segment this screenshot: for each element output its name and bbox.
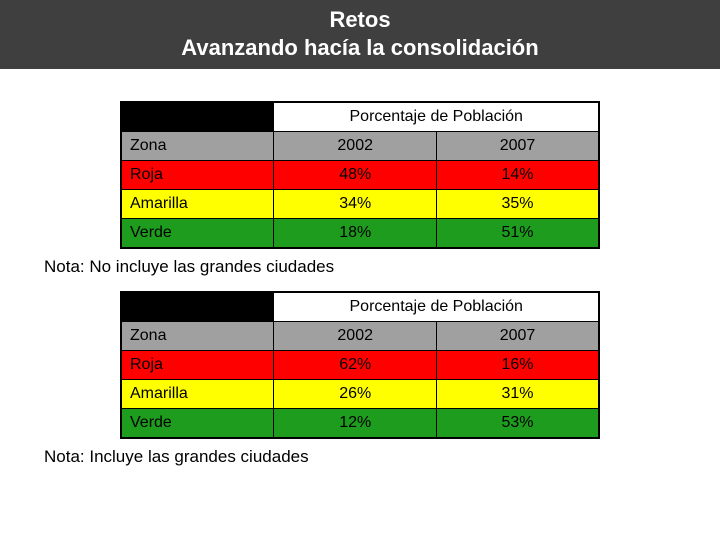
table-row: Amarilla 26% 31%	[121, 380, 599, 409]
table-2-wrap: Porcentaje de Población Zona 2002 2007 R…	[120, 291, 600, 439]
note-1: Nota: No incluye las grandes ciudades	[44, 257, 680, 277]
population-table-1: Porcentaje de Población Zona 2002 2007 R…	[120, 101, 600, 249]
table-row: Verde 12% 53%	[121, 409, 599, 439]
table-row: Zona 2002 2007	[121, 132, 599, 161]
column-year-2002: 2002	[274, 132, 437, 161]
header-blank-cell	[121, 102, 274, 132]
value-cell: 62%	[274, 351, 437, 380]
zone-name-cell: Amarilla	[121, 190, 274, 219]
value-cell: 26%	[274, 380, 437, 409]
header-blank-cell	[121, 292, 274, 322]
zone-name-cell: Verde	[121, 219, 274, 249]
value-cell: 14%	[436, 161, 599, 190]
table-row: Porcentaje de Población	[121, 292, 599, 322]
table-row: Zona 2002 2007	[121, 322, 599, 351]
table-row: Roja 62% 16%	[121, 351, 599, 380]
value-cell: 35%	[436, 190, 599, 219]
column-year-2007: 2007	[436, 322, 599, 351]
table-row: Roja 48% 14%	[121, 161, 599, 190]
table-row: Porcentaje de Población	[121, 102, 599, 132]
column-zone-label: Zona	[121, 132, 274, 161]
value-cell: 12%	[274, 409, 437, 439]
table-row: Amarilla 34% 35%	[121, 190, 599, 219]
column-year-2002: 2002	[274, 322, 437, 351]
zone-name-cell: Verde	[121, 409, 274, 439]
zone-name-cell: Roja	[121, 161, 274, 190]
value-cell: 48%	[274, 161, 437, 190]
zone-name-cell: Amarilla	[121, 380, 274, 409]
zone-name-cell: Roja	[121, 351, 274, 380]
value-cell: 18%	[274, 219, 437, 249]
title-line-1: Retos	[0, 6, 720, 34]
table-row: Verde 18% 51%	[121, 219, 599, 249]
title-line-2: Avanzando hacía la consolidación	[0, 34, 720, 62]
value-cell: 31%	[436, 380, 599, 409]
value-cell: 16%	[436, 351, 599, 380]
header-title-cell: Porcentaje de Población	[274, 102, 599, 132]
column-zone-label: Zona	[121, 322, 274, 351]
value-cell: 34%	[274, 190, 437, 219]
note-2: Nota: Incluye las grandes ciudades	[44, 447, 680, 467]
population-table-2: Porcentaje de Población Zona 2002 2007 R…	[120, 291, 600, 439]
value-cell: 51%	[436, 219, 599, 249]
content-area: Porcentaje de Población Zona 2002 2007 R…	[0, 69, 720, 467]
column-year-2007: 2007	[436, 132, 599, 161]
title-bar: Retos Avanzando hacía la consolidación	[0, 0, 720, 69]
header-title-cell: Porcentaje de Población	[274, 292, 599, 322]
table-1-wrap: Porcentaje de Población Zona 2002 2007 R…	[120, 101, 600, 249]
value-cell: 53%	[436, 409, 599, 439]
